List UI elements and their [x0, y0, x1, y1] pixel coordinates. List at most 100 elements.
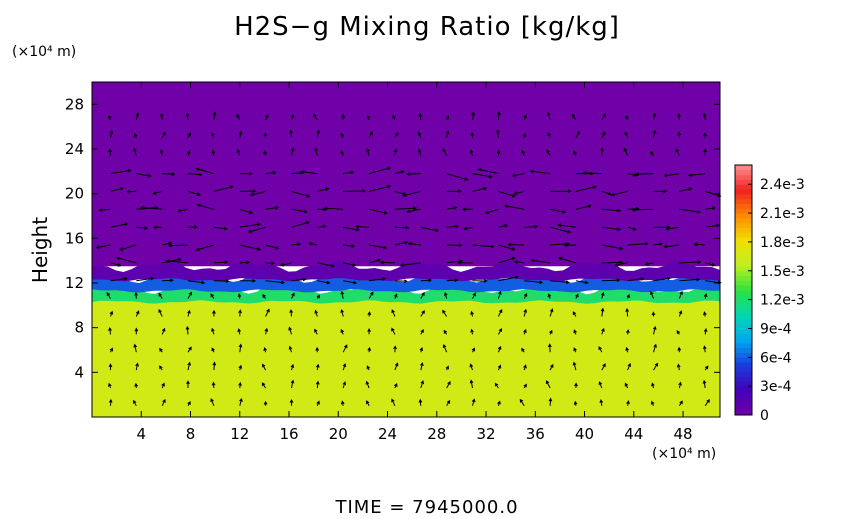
- wind-arrow: [238, 130, 243, 138]
- wind-arrow: [313, 113, 318, 121]
- colorbar-segment: [735, 357, 752, 363]
- wind-arrow: [213, 226, 228, 231]
- colorbar-segment: [735, 189, 752, 195]
- wind-arrow: [519, 398, 525, 407]
- wind-arrow: [446, 380, 451, 389]
- wind-arrow: [477, 168, 499, 175]
- colorbar-label: 2.1e-3: [760, 206, 805, 222]
- wind-arrow: [550, 189, 572, 194]
- wind-arrow: [161, 327, 166, 335]
- wind-arrow: [625, 329, 630, 335]
- wind-arrow: [211, 327, 215, 335]
- wind-arrow: [601, 260, 624, 265]
- wind-arrow: [392, 114, 396, 121]
- wind-arrow: [523, 364, 527, 371]
- wind-arrow: [571, 113, 577, 121]
- wind-arrow: [625, 307, 630, 317]
- wind-arrow: [650, 290, 654, 299]
- wind-arrow: [265, 244, 280, 250]
- wind-arrow: [627, 241, 649, 246]
- wind-arrow: [471, 398, 476, 406]
- wind-arrow: [471, 347, 476, 353]
- wind-arrow: [108, 114, 112, 121]
- wind-arrow: [675, 148, 680, 156]
- wind-arrow: [290, 147, 295, 156]
- wind-arrow: [340, 400, 345, 406]
- wind-arrow: [342, 344, 348, 353]
- wind-arrow: [239, 171, 254, 176]
- wind-arrow: [406, 172, 421, 176]
- wind-arrow: [315, 363, 320, 371]
- x-tick-label: 32: [476, 425, 495, 443]
- wind-arrow: [548, 397, 553, 406]
- wind-arrow: [366, 114, 371, 121]
- x-tick-label: 44: [624, 425, 643, 443]
- wind-arrow: [264, 327, 269, 335]
- wind-arrow: [677, 131, 682, 138]
- wind-arrow: [557, 256, 577, 264]
- wind-arrow: [317, 280, 331, 285]
- wind-arrow: [343, 280, 358, 285]
- wind-arrow: [135, 112, 140, 121]
- lower-layer-field: [92, 299, 720, 417]
- wind-arrow: [463, 226, 473, 231]
- wind-arrow: [108, 398, 113, 406]
- wind-arrow: [702, 379, 707, 389]
- wind-arrow: [133, 343, 138, 353]
- wind-arrow: [368, 208, 388, 215]
- wind-arrow: [187, 172, 203, 177]
- wind-arrow: [679, 277, 701, 282]
- wind-arrow: [601, 113, 607, 121]
- colorbar-segment: [735, 232, 752, 238]
- wind-arrow: [162, 241, 173, 246]
- wind-arrow: [249, 190, 266, 197]
- wind-arrow: [420, 278, 433, 283]
- wind-arrow: [507, 242, 525, 247]
- wind-arrow: [366, 400, 370, 407]
- chart-title: H2S−g Mixing Ratio [kg/kg]: [234, 12, 620, 42]
- wind-arrow: [470, 328, 474, 335]
- wind-arrow: [601, 244, 624, 251]
- wind-arrow: [212, 361, 217, 371]
- wind-arrow: [288, 326, 292, 335]
- wind-arrow: [196, 203, 215, 210]
- wind-arrow: [237, 328, 241, 335]
- wind-arrow: [140, 205, 163, 210]
- wind-arrow: [521, 149, 526, 156]
- wind-arrow: [651, 382, 655, 389]
- wind-arrow: [239, 208, 254, 215]
- colorbar-segment: [735, 410, 752, 416]
- wind-arrow: [291, 242, 302, 247]
- x-tick-label: 12: [230, 425, 249, 443]
- wind-arrow: [134, 382, 139, 389]
- wind-arrow: [239, 222, 262, 228]
- wind-arrow: [394, 206, 418, 211]
- wind-arrow: [574, 382, 578, 389]
- wind-arrow: [601, 226, 622, 232]
- colorbar-label: 2.4e-3: [760, 177, 805, 193]
- wind-arrow: [644, 262, 654, 266]
- wind-arrow: [679, 260, 702, 264]
- colorbar-segment: [735, 193, 752, 200]
- wind-arrow: [631, 207, 654, 212]
- colorbar-segment: [735, 347, 752, 353]
- wind-arrow: [262, 293, 267, 299]
- x-tick-label: 20: [329, 425, 348, 443]
- wind-arrow: [158, 308, 163, 317]
- wind-arrow: [110, 222, 129, 228]
- wind-arrow: [391, 398, 396, 407]
- wind-arrow: [498, 275, 519, 282]
- wind-arrow: [472, 173, 493, 179]
- wind-arrow: [369, 244, 388, 250]
- wind-arrow: [355, 224, 370, 229]
- colorbar-segment: [735, 395, 752, 402]
- wind-arrow: [600, 291, 605, 299]
- wind-arrow: [136, 276, 155, 282]
- wind-arrow: [653, 362, 659, 371]
- wind-arrow: [210, 398, 215, 406]
- wind-arrow: [239, 244, 262, 251]
- wind-arrow: [340, 308, 344, 317]
- wind-arrow: [496, 128, 500, 138]
- wind-arrow: [523, 308, 528, 317]
